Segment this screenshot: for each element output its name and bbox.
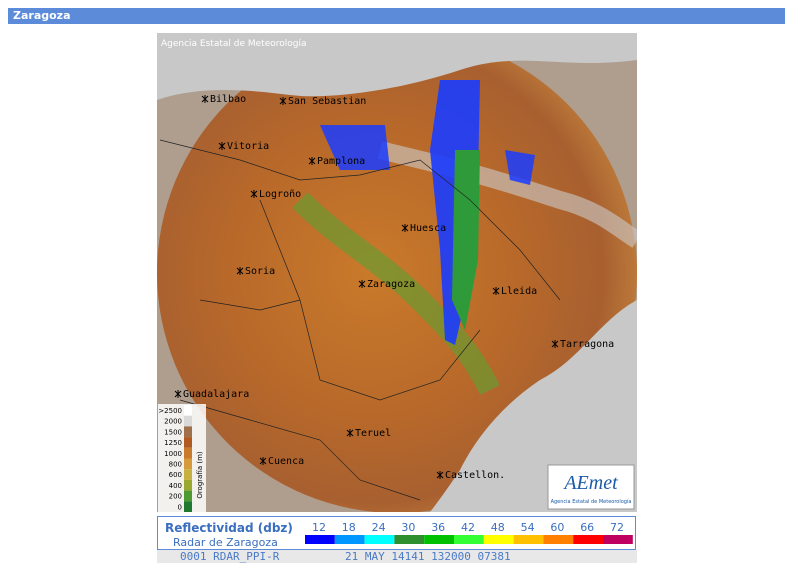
orography-swatch [184,490,192,502]
city-marker [436,471,444,479]
status-left: 0001 RDAR_PPI-R [180,550,280,563]
orography-swatch [184,437,192,448]
sea-north [157,33,637,100]
orography-tick: 1500 [164,428,182,436]
scale-swatch [305,535,335,544]
scale-swatch [334,535,365,544]
city-label: Tarragona [560,339,614,350]
scale-swatch [394,535,425,544]
orography-tick: >2500 [158,407,182,415]
orography-swatch [184,426,192,438]
city-label: Soria [245,266,275,277]
scale-swatch [573,535,603,544]
city-marker [358,280,366,288]
scale-value: 54 [521,521,535,534]
city-marker [551,340,559,348]
city-marker [346,429,354,437]
orography-tick: 400 [169,482,182,490]
scale-swatch [424,535,454,544]
orography-swatch [184,501,192,512]
city-marker [236,267,244,275]
orography-swatch [184,469,192,480]
orography-tick: 1000 [164,450,182,458]
scale-value: 72 [610,521,624,534]
status-bar [157,550,637,563]
scale-swatch [603,535,633,544]
orography-swatch [184,405,192,416]
orography-tick: 0 [178,503,182,511]
status-right: 21 MAY 14141 132000 07381 [345,550,511,563]
city-label: San Sebastian [288,96,366,107]
sea-east [430,300,637,512]
logo-subtitle: Agencia Estatal de Meteorología [551,498,632,505]
orography-title: Orografía (m) [196,451,204,499]
orography-legend: >250020001500125010008006004002000Orogra… [158,404,206,512]
scale-value: 66 [580,521,594,534]
city-label: Logroño [259,189,301,200]
city-label: Guadalajara [183,389,249,400]
city-marker [308,157,316,165]
city-marker [174,390,182,398]
city-label: Bilbao [210,94,246,105]
city-marker [401,224,409,232]
city-marker [250,190,258,198]
logo: AEmet [562,472,618,494]
rain-core [452,150,480,330]
city-marker [201,95,209,103]
legend-title: Reflectividad (dbz) [165,521,293,535]
scale-value: 60 [550,521,564,534]
scale-swatch [513,535,544,544]
orography-tick: 1250 [164,439,182,447]
pyrenees [377,141,637,248]
orography-tick: 2000 [164,418,182,426]
city-label: Teruel [355,428,391,439]
scale-value: 48 [491,521,505,534]
orography-tick: 600 [169,471,182,479]
legend-subtitle: Radar de Zaragoza [173,536,278,549]
rain-cell [320,125,390,170]
copyright: Agencia Estatal de Meteorología [161,39,307,49]
orography-tick: 800 [169,461,182,469]
map [157,33,637,512]
city-label: Zaragoza [367,279,415,290]
orography-swatch [184,447,192,459]
scale-value: 30 [401,521,415,534]
scale-swatch [483,535,514,544]
orography-swatch [184,415,192,427]
city-label: Vitoria [227,141,269,152]
scale-value: 24 [372,521,386,534]
borders [159,139,561,501]
city-label: Castellon. [445,470,505,481]
city-marker [492,287,500,295]
scale-swatch [454,535,484,544]
scale-value: 12 [312,521,326,534]
orography-tick: 200 [169,493,182,501]
logo-box [547,464,635,510]
scale-value: 18 [342,521,356,534]
city-label: Huesca [410,223,446,234]
orography-bg [158,404,206,512]
scale-value: 36 [431,521,445,534]
city-labels: Bilbao San Sebastian Vitoria Pamplona Logroñ… [174,94,614,481]
rain-cell [505,150,535,185]
city-marker [279,97,287,105]
city-label: Pamplona [317,156,365,167]
scale-swatch [543,535,574,544]
scale-value: 42 [461,521,475,534]
scale-swatch [364,535,395,544]
ebro-valley [292,192,500,395]
city-marker [259,457,267,465]
city-label: Cuenca [268,456,304,467]
reflectivity-scale: 12 18 24 30 36 42 48 54 60 66 72 [305,521,633,544]
orography-swatch [184,458,192,470]
city-label: Lleida [501,286,537,297]
orography-swatch [184,479,192,491]
city-marker [218,142,226,150]
header-title: Zaragoza [8,8,785,24]
